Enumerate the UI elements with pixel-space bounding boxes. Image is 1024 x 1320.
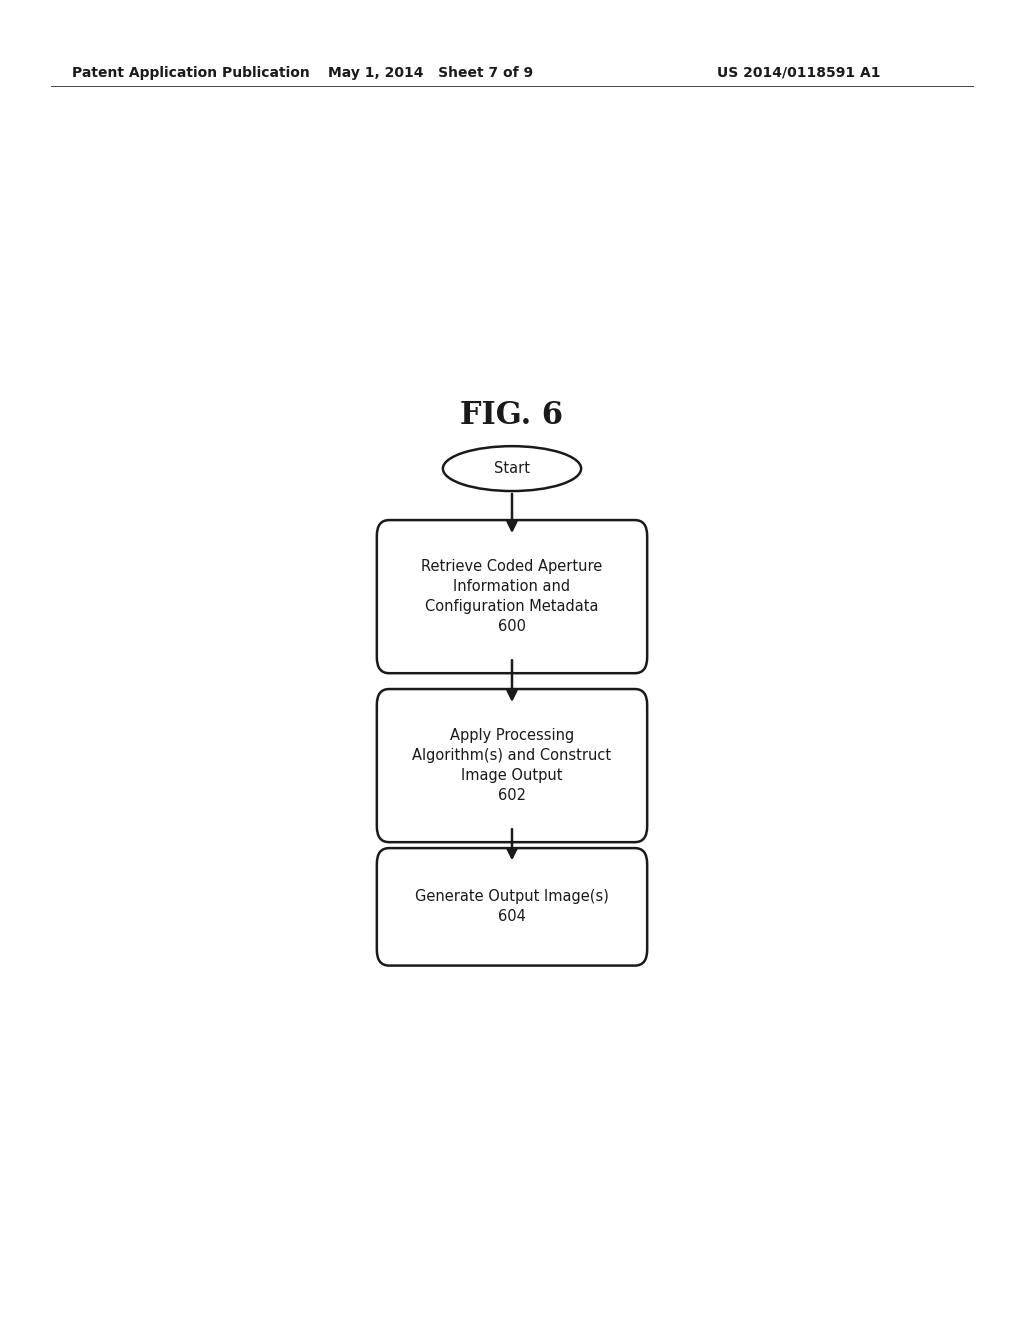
Text: May 1, 2014   Sheet 7 of 9: May 1, 2014 Sheet 7 of 9 bbox=[328, 66, 532, 79]
Text: FIG. 6: FIG. 6 bbox=[461, 400, 563, 432]
Text: Patent Application Publication: Patent Application Publication bbox=[72, 66, 309, 79]
Text: Generate Output Image(s)
604: Generate Output Image(s) 604 bbox=[415, 890, 609, 924]
Ellipse shape bbox=[442, 446, 582, 491]
FancyBboxPatch shape bbox=[377, 689, 647, 842]
Text: Start: Start bbox=[494, 461, 530, 477]
Text: Retrieve Coded Aperture
Information and
Configuration Metadata
600: Retrieve Coded Aperture Information and … bbox=[421, 560, 603, 634]
Text: Apply Processing
Algorithm(s) and Construct
Image Output
602: Apply Processing Algorithm(s) and Constr… bbox=[413, 729, 611, 803]
FancyBboxPatch shape bbox=[377, 849, 647, 966]
Text: US 2014/0118591 A1: US 2014/0118591 A1 bbox=[717, 66, 881, 79]
FancyBboxPatch shape bbox=[377, 520, 647, 673]
